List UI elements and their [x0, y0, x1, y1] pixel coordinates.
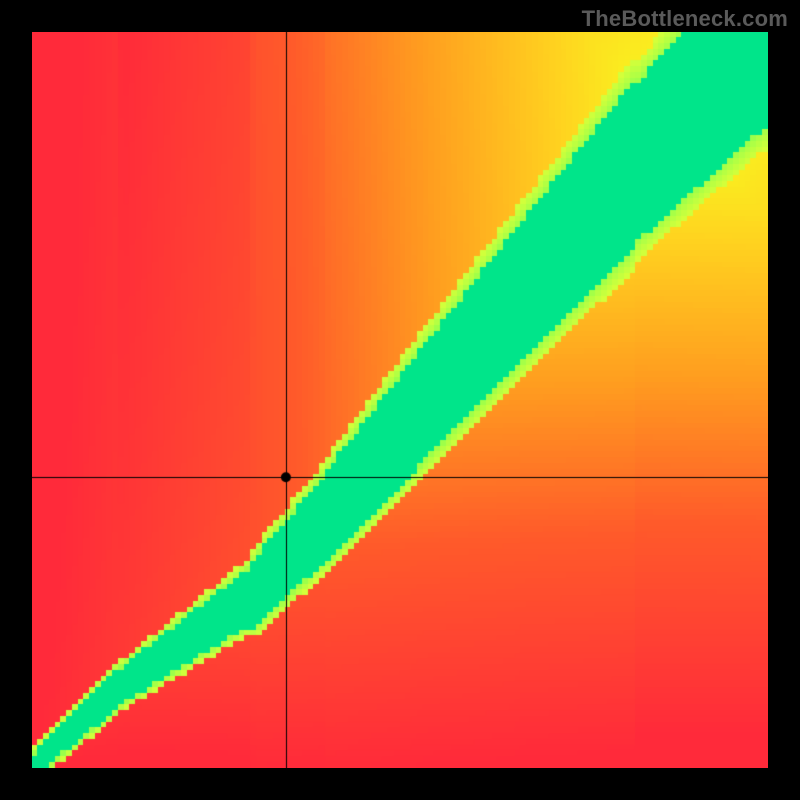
plot-area [32, 32, 768, 768]
watermark-text: TheBottleneck.com [582, 6, 788, 32]
chart-container: TheBottleneck.com [0, 0, 800, 800]
heatmap-canvas [32, 32, 768, 768]
